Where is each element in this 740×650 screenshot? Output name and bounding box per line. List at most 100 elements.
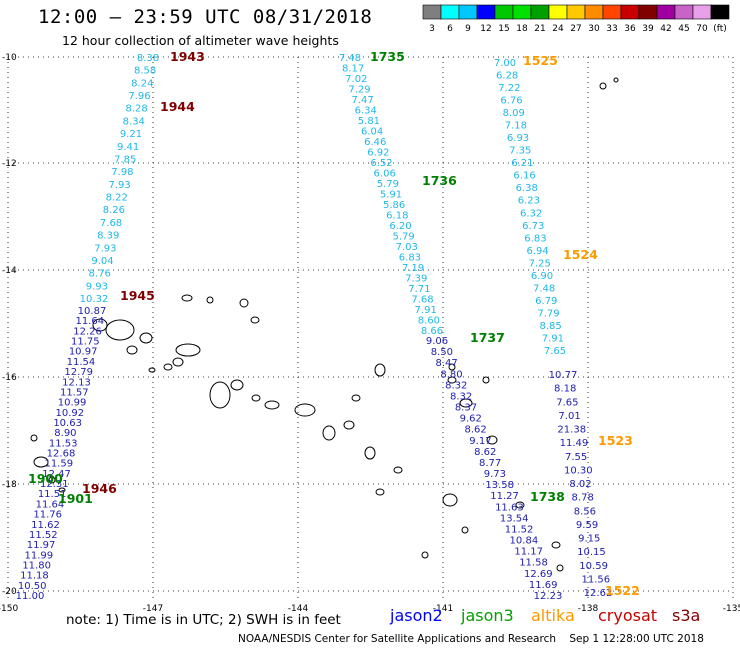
island-outline [374, 363, 386, 377]
wave-height-value: 6.06 [374, 169, 396, 180]
colorbar-label: 27 [570, 24, 581, 34]
colorbar-label: 3 [429, 24, 435, 34]
island-outline [599, 82, 607, 90]
wave-height-value: 13.54 [500, 513, 529, 524]
wave-height-value: 7.48 [339, 53, 361, 64]
colorbar-label: 9 [465, 24, 471, 34]
wave-height-value: 7.91 [415, 305, 437, 316]
wave-height-value: 6.92 [367, 148, 389, 159]
colorbar-swatch [602, 4, 622, 20]
pass-time-label: 1524 [563, 247, 598, 262]
wave-height-value: 6.46 [364, 137, 386, 148]
wave-height-value: 9.59 [576, 520, 598, 531]
wave-height-value: 12.47 [42, 469, 71, 480]
footer-timestamp: Sep 1 12:28:00 UTC 2018 [569, 633, 704, 645]
island-outline [351, 394, 361, 402]
wave-height-value: 7.93 [94, 243, 116, 254]
wave-height-value: 10.15 [577, 547, 606, 558]
island-outline [393, 466, 403, 474]
pass-time-label: 1943 [170, 49, 205, 64]
island-outline [294, 403, 316, 417]
wave-height-value: 7.79 [537, 308, 559, 319]
island-outline [181, 294, 193, 302]
island-outline [613, 77, 619, 83]
wave-height-value: 6.23 [518, 196, 540, 207]
colorbar-label: 70 [696, 24, 708, 34]
island-outline [486, 435, 498, 445]
wave-height-value: 13.58 [485, 480, 514, 491]
island-outline [515, 501, 525, 509]
lon-label: -147 [143, 604, 163, 614]
lon-label: -144 [288, 604, 309, 614]
wave-height-value: 11.69 [529, 580, 558, 591]
island-outline [459, 398, 473, 408]
wave-height-value: 8.09 [503, 108, 525, 119]
wave-height-value: 8.37 [455, 403, 477, 414]
island-outline [139, 332, 153, 344]
wave-height-value: 9.41 [117, 142, 139, 153]
island-outline [148, 367, 156, 373]
colorbar-swatch [458, 4, 478, 20]
wave-height-value: 7.25 [529, 258, 551, 269]
pass-time-label: 1522 [605, 583, 640, 598]
wave-height-value: 8.24 [131, 78, 153, 89]
wave-height-value: 11.18 [20, 571, 49, 582]
wave-height-value: 8.80 [440, 369, 462, 380]
legend-cryosat: cryosat [598, 606, 658, 625]
lat-label: -12 [2, 159, 17, 169]
island-outline [58, 487, 66, 493]
wave-height-value: 11.80 [22, 560, 51, 571]
wave-height-value: 7.18 [505, 121, 527, 132]
pass-time-label: 1736 [422, 173, 457, 188]
wave-height-value: 6.52 [370, 158, 392, 169]
colorbar-swatch [422, 4, 442, 20]
lon-label: -141 [433, 604, 453, 614]
pass-time-label: 1900 [28, 471, 63, 486]
colorbar-label: (ft) [713, 24, 727, 34]
lat-label: -16 [2, 373, 17, 383]
pass-time-label: 1737 [470, 330, 505, 345]
wave-height-value: 12.13 [62, 377, 91, 388]
legend-note: note: 1) Time is in UTC; 2) SWH is in fe… [66, 612, 341, 628]
wave-height-value: 11.56 [581, 574, 610, 585]
lon-label: -150 [0, 604, 18, 614]
island-outline [105, 319, 135, 341]
colorbar-label: 33 [606, 24, 617, 34]
wave-height-value: 8.28 [125, 104, 147, 115]
lat-label: -10 [2, 53, 17, 63]
colorbar-label: 24 [552, 24, 564, 34]
wave-height-value: 8.02 [569, 479, 591, 490]
wave-height-value: 8.50 [431, 347, 453, 358]
colorbar-swatch [710, 4, 730, 20]
wave-height-value: 11.51 [38, 489, 67, 500]
wave-height-value: 8.77 [479, 458, 501, 469]
island-outline [126, 345, 138, 355]
island-outline [448, 363, 456, 371]
wave-height-value: 11.76 [33, 510, 62, 521]
lon-label: -138 [578, 604, 599, 614]
wave-height-value: 7.85 [114, 154, 136, 165]
wave-height-value: 7.01 [558, 411, 580, 422]
wave-height-value: 10.92 [56, 408, 85, 419]
wave-height-value: 11.52 [505, 524, 534, 535]
wave-height-value: 11.27 [490, 491, 519, 502]
lat-label: -20 [2, 587, 17, 597]
wave-height-value: 6.38 [516, 183, 538, 194]
colorbar-swatch [548, 4, 568, 20]
pass-time-label: 1735 [370, 49, 405, 64]
wave-height-value: 10.99 [58, 398, 87, 409]
wave-height-value: 11.54 [67, 357, 96, 368]
wave-height-value: 11.17 [514, 547, 543, 558]
colorbar-swatch [512, 4, 532, 20]
island-outline [482, 376, 490, 384]
wave-height-value: 11.52 [29, 530, 58, 541]
wave-height-value: 6.83 [524, 233, 546, 244]
colorbar-swatch [566, 4, 586, 20]
wave-height-value: 8.90 [54, 428, 76, 439]
colorbar-label: 42 [660, 24, 671, 34]
wave-height-value: 6.16 [513, 171, 535, 182]
footer-credit-text: NOAA/NESDIS Center for Satellite Applica… [238, 633, 556, 645]
wave-height-value: 5.79 [377, 179, 399, 190]
wave-height-value: 11.97 [27, 540, 56, 551]
